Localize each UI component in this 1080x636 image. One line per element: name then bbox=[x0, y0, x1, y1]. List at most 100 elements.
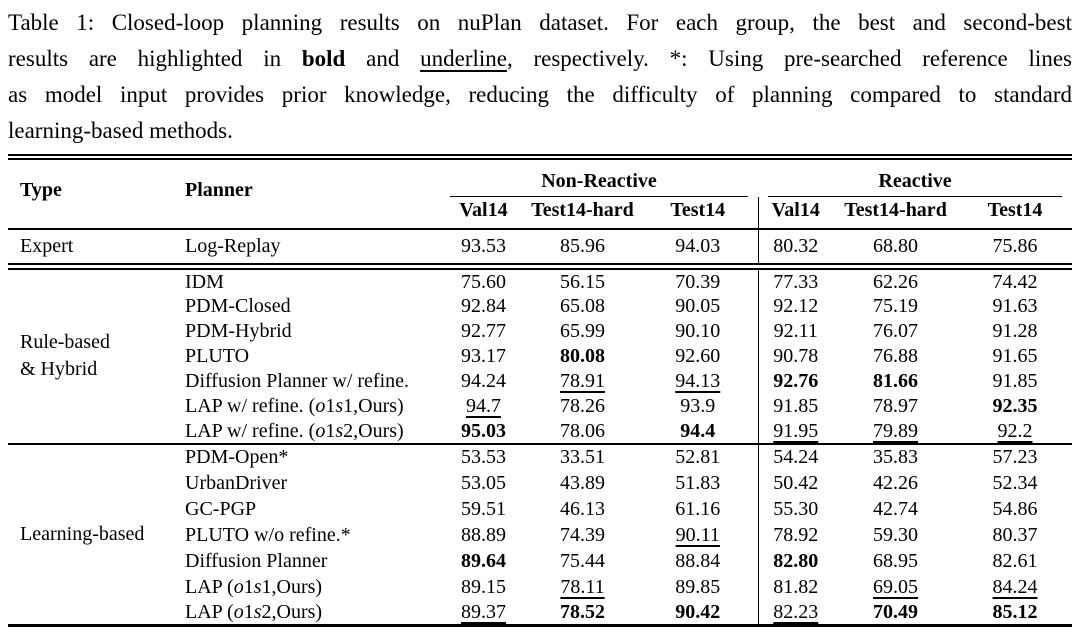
value-cell: 80.08 bbox=[527, 344, 638, 369]
metric-value: 92.2 bbox=[997, 419, 1033, 442]
text-segment: bold bbox=[301, 46, 346, 71]
metric-value: 89.85 bbox=[675, 575, 721, 598]
metric-value: 42.74 bbox=[873, 497, 919, 520]
value-cell: 78.92 bbox=[758, 522, 833, 548]
value-cell: 91.85 bbox=[758, 394, 833, 419]
metric-value: 92.84 bbox=[461, 295, 506, 317]
value-cell: 55.30 bbox=[758, 496, 833, 522]
value-cell: 92.76 bbox=[758, 369, 833, 394]
metric-value: 93.9 bbox=[680, 395, 716, 417]
value-cell: 90.42 bbox=[638, 599, 759, 627]
metric-value: 94.24 bbox=[461, 370, 506, 392]
metric-value: 92.60 bbox=[675, 345, 721, 367]
metric-value: 92.35 bbox=[992, 395, 1038, 417]
value-cell: 51.83 bbox=[638, 469, 759, 496]
metric-value: 78.91 bbox=[560, 370, 605, 392]
metric-value: 82.23 bbox=[773, 600, 819, 623]
metric-value: 90.11 bbox=[675, 523, 720, 546]
value-cell: 78.11 bbox=[527, 574, 638, 600]
text-segment: o bbox=[233, 600, 244, 623]
value-cell: 94.7 bbox=[440, 394, 527, 419]
table-caption: Table 1: Closed-loop planning results on… bbox=[8, 5, 1072, 149]
value-cell: 78.97 bbox=[833, 394, 958, 419]
caption-line: Table 1: Closed-loop planning results on… bbox=[8, 5, 1072, 41]
metric-value: 77.33 bbox=[773, 270, 819, 293]
text-segment: results are highlighted in bbox=[8, 46, 302, 71]
text-segment: s bbox=[335, 419, 344, 442]
metric-value: 91.95 bbox=[773, 419, 819, 442]
metric-value: 94.03 bbox=[675, 235, 721, 258]
metric-value: 85.96 bbox=[560, 235, 605, 258]
metric-value: 61.16 bbox=[675, 497, 721, 520]
caption-line: results are highlighted in bold and unde… bbox=[8, 41, 1072, 77]
metric-value: 89.64 bbox=[461, 549, 506, 572]
value-cell: 76.07 bbox=[833, 319, 958, 344]
metric-value: 91.63 bbox=[992, 295, 1038, 317]
value-cell: 93.9 bbox=[638, 393, 759, 419]
metric-value: 46.13 bbox=[560, 497, 605, 520]
table-row: Expert Log-Replay 93.53 85.96 94.03 80.32 68.8… bbox=[8, 229, 1073, 270]
metric-value: 82.61 bbox=[992, 549, 1038, 572]
value-cell: 54.86 bbox=[958, 496, 1072, 522]
planner-cell: GC-PGP bbox=[178, 496, 440, 522]
value-cell: 50.42 bbox=[758, 470, 833, 496]
value-cell: 42.26 bbox=[833, 470, 958, 496]
text-segment: s bbox=[253, 575, 262, 598]
col-header-nr-test14: Test14 bbox=[638, 197, 759, 230]
text-segment: LAP ( bbox=[185, 575, 234, 598]
value-cell: 91.85 bbox=[958, 369, 1072, 394]
value-cell: 81.66 bbox=[833, 369, 958, 394]
value-cell: 84.24 bbox=[958, 574, 1072, 600]
metric-value: 78.52 bbox=[560, 600, 605, 623]
planner-cell: UrbanDriver bbox=[178, 470, 440, 496]
col-header-nr-test14-hard: Test14-hard bbox=[527, 197, 638, 230]
text-segment: 1 bbox=[325, 419, 336, 442]
non-reactive-label: Non-Reactive bbox=[541, 170, 657, 192]
table-row: Rule-based & Hybrid IDM 75.60 56.15 70.39 77.… bbox=[8, 266, 1072, 445]
value-cell: 93.17 bbox=[440, 344, 527, 369]
table-row: PLUTO w/o refine.* 88.89 74.39 90.11 78.92 59… bbox=[8, 521, 1072, 548]
table-row: Diffusion Planner w/ refine. 94.24 78.91 94… bbox=[8, 368, 1072, 394]
metric-value: 91.85 bbox=[773, 395, 819, 417]
metric-value: 65.99 bbox=[560, 320, 605, 342]
text-segment: 2,Ours) bbox=[261, 600, 323, 623]
value-cell: 78.06 bbox=[527, 418, 638, 445]
text-segment: learning-based methods. bbox=[8, 118, 233, 143]
value-cell: 94.4 bbox=[638, 418, 759, 445]
value-cell: 70.49 bbox=[833, 599, 959, 627]
text-segment: o bbox=[233, 575, 244, 598]
value-cell: 53.53 bbox=[440, 444, 527, 470]
col-header-type: Type bbox=[8, 154, 178, 230]
value-cell: 95.03 bbox=[440, 418, 527, 445]
header-subcol-row: Val14 Test14-hard Test14 Val14 Test14-ha… bbox=[8, 197, 1073, 230]
caption-line: as model input provides prior knowledge,… bbox=[8, 77, 1072, 113]
value-cell: 88.84 bbox=[638, 547, 759, 574]
metric-value: 70.49 bbox=[873, 600, 919, 623]
value-cell: 80.37 bbox=[958, 522, 1072, 548]
text-segment: Log-Replay bbox=[185, 235, 281, 258]
value-cell: 85.96 bbox=[527, 229, 638, 270]
text-segment: s bbox=[335, 395, 344, 417]
metric-value: 90.10 bbox=[675, 320, 721, 342]
value-cell: 70.39 bbox=[638, 266, 759, 294]
value-cell: 42.74 bbox=[833, 496, 958, 522]
value-cell: 91.65 bbox=[958, 344, 1072, 369]
value-cell: 78.52 bbox=[527, 599, 638, 627]
metric-value: 42.26 bbox=[873, 471, 919, 494]
value-cell: 61.16 bbox=[638, 495, 759, 522]
metric-value: 78.92 bbox=[773, 523, 819, 546]
table-header: Type Planner Non-Reactive Reactive Val14… bbox=[8, 154, 1073, 230]
value-cell: 33.51 bbox=[527, 444, 638, 470]
planner-cell: Diffusion Planner bbox=[178, 548, 440, 574]
metric-value: 53.05 bbox=[461, 471, 506, 494]
metric-value: 84.24 bbox=[992, 575, 1038, 598]
value-cell: 74.39 bbox=[527, 522, 638, 548]
value-cell: 82.23 bbox=[758, 599, 834, 627]
metric-value: 82.80 bbox=[773, 549, 819, 572]
value-cell: 94.03 bbox=[638, 229, 759, 270]
value-cell: 56.15 bbox=[527, 266, 638, 294]
text-segment: Diffusion Planner bbox=[185, 549, 328, 572]
table-body: Expert Log-Replay 93.53 85.96 94.03 80.32 68.8… bbox=[8, 229, 1073, 627]
value-cell: 82.61 bbox=[958, 548, 1072, 574]
col-header-planner: Planner bbox=[178, 154, 440, 230]
